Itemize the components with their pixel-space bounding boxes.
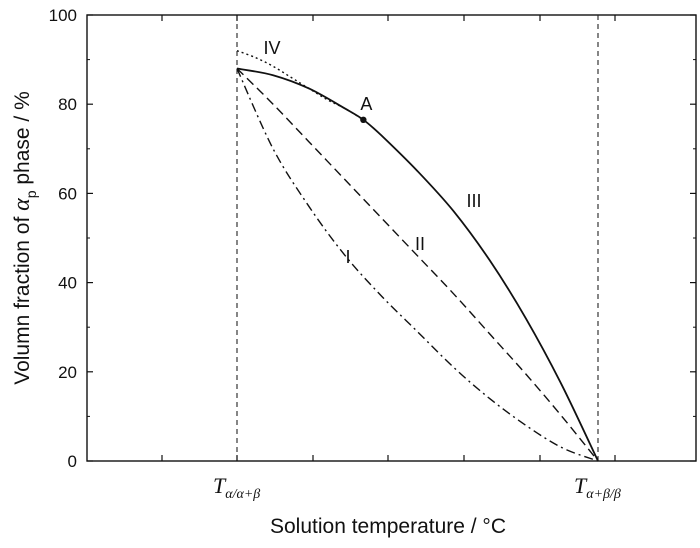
curve-label-III: III [466,191,481,211]
y-axis-title-after: phase / % [11,91,34,190]
curve-label-IV: IV [263,38,280,58]
y-tick-label: 60 [58,184,77,203]
reference-line-label-2: Tα+β/β [574,473,621,502]
y-tick-label: 80 [58,95,77,114]
y-tick-label: 40 [58,274,77,293]
curve-III [236,67,599,462]
curve-IV [236,50,364,121]
curve-label-I: I [345,247,350,267]
y-tick-label: 0 [68,452,77,471]
y-axis-title-before: Volumn fraction of [11,211,34,385]
reference-line-label-1: Tα/α+β [213,473,260,502]
curve-I [236,68,599,462]
y-axis-title-symbol: α [9,198,35,211]
y-tick-label: 20 [58,363,77,382]
x-axis-title: Solution temperature / °C [270,515,506,538]
y-axis-title: Volumn fraction of αp phase / % [9,91,39,385]
plot-frame [86,14,697,462]
y-axis-title-subscript: p [23,190,39,198]
y-tick-label: 100 [49,6,77,25]
curve-label-II: II [415,234,425,254]
curve-II [236,68,599,462]
point-A [360,116,367,124]
point-label-A: A [360,94,372,114]
